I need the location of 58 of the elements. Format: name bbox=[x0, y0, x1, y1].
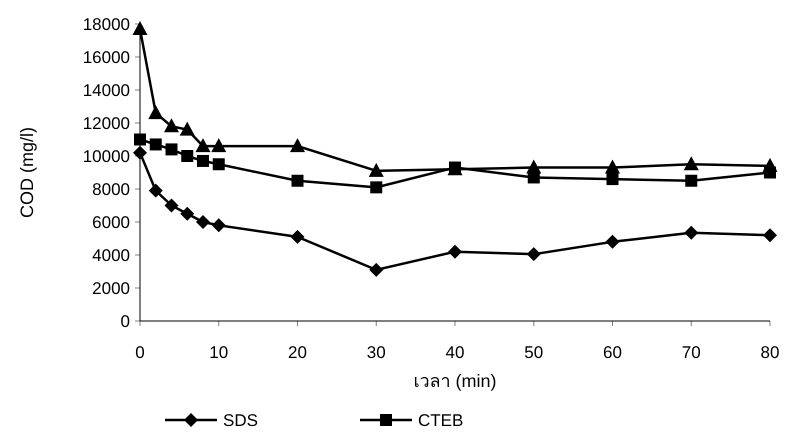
x-tick-label: 50 bbox=[524, 343, 544, 362]
y-tick-label: 18000 bbox=[82, 15, 130, 34]
point bbox=[526, 247, 541, 262]
y-tick-label: 12000 bbox=[82, 114, 130, 133]
y-axis-title: COD (mg/l) bbox=[17, 127, 37, 218]
y-tick-label: 2000 bbox=[92, 279, 130, 298]
point bbox=[132, 20, 148, 35]
y-tick-label: 10000 bbox=[82, 147, 130, 166]
point bbox=[685, 174, 698, 187]
x-axis-title: เวลา (min) bbox=[414, 371, 496, 391]
point bbox=[148, 184, 163, 198]
point bbox=[166, 143, 178, 156]
x-tick-label: 40 bbox=[446, 343, 464, 362]
x-tick-label: 30 bbox=[366, 343, 386, 362]
y-tick-label: 0 bbox=[120, 312, 130, 331]
y-tick-label: 16000 bbox=[82, 48, 130, 67]
x-tick-label: 60 bbox=[603, 343, 622, 362]
point bbox=[606, 173, 618, 186]
point bbox=[150, 138, 162, 150]
y-tick-label: 8000 bbox=[92, 180, 130, 199]
point bbox=[164, 118, 179, 132]
point bbox=[762, 158, 778, 172]
point bbox=[448, 244, 462, 259]
point bbox=[148, 105, 164, 120]
point bbox=[684, 156, 699, 170]
point bbox=[763, 228, 777, 242]
point bbox=[290, 138, 305, 152]
legend-label: CTEB bbox=[418, 411, 464, 430]
point bbox=[292, 174, 304, 187]
x-tick-label: 10 bbox=[209, 343, 228, 362]
point bbox=[196, 138, 210, 152]
point bbox=[133, 146, 147, 160]
point bbox=[369, 262, 384, 277]
point bbox=[197, 154, 209, 167]
y-tick-label: 6000 bbox=[92, 213, 130, 232]
legend-label: SDS bbox=[223, 411, 258, 430]
x-tick-label: 70 bbox=[682, 343, 701, 362]
point bbox=[196, 215, 210, 229]
point bbox=[212, 158, 225, 170]
x-tick-label: 20 bbox=[288, 343, 307, 362]
point bbox=[290, 230, 304, 244]
point bbox=[211, 138, 226, 152]
point bbox=[164, 198, 178, 212]
point bbox=[606, 234, 620, 249]
point bbox=[212, 218, 226, 232]
y-tick-label: 14000 bbox=[82, 81, 130, 100]
point bbox=[180, 122, 195, 136]
point bbox=[181, 150, 194, 162]
point bbox=[180, 206, 194, 221]
x-tick-label: 80 bbox=[760, 343, 780, 362]
point bbox=[370, 181, 382, 194]
x-tick-label: 0 bbox=[135, 343, 145, 362]
point bbox=[605, 160, 620, 174]
point bbox=[368, 162, 384, 177]
point bbox=[134, 134, 146, 146]
y-tick-label: 4000 bbox=[92, 246, 130, 265]
point bbox=[526, 160, 542, 174]
point bbox=[684, 226, 698, 240]
